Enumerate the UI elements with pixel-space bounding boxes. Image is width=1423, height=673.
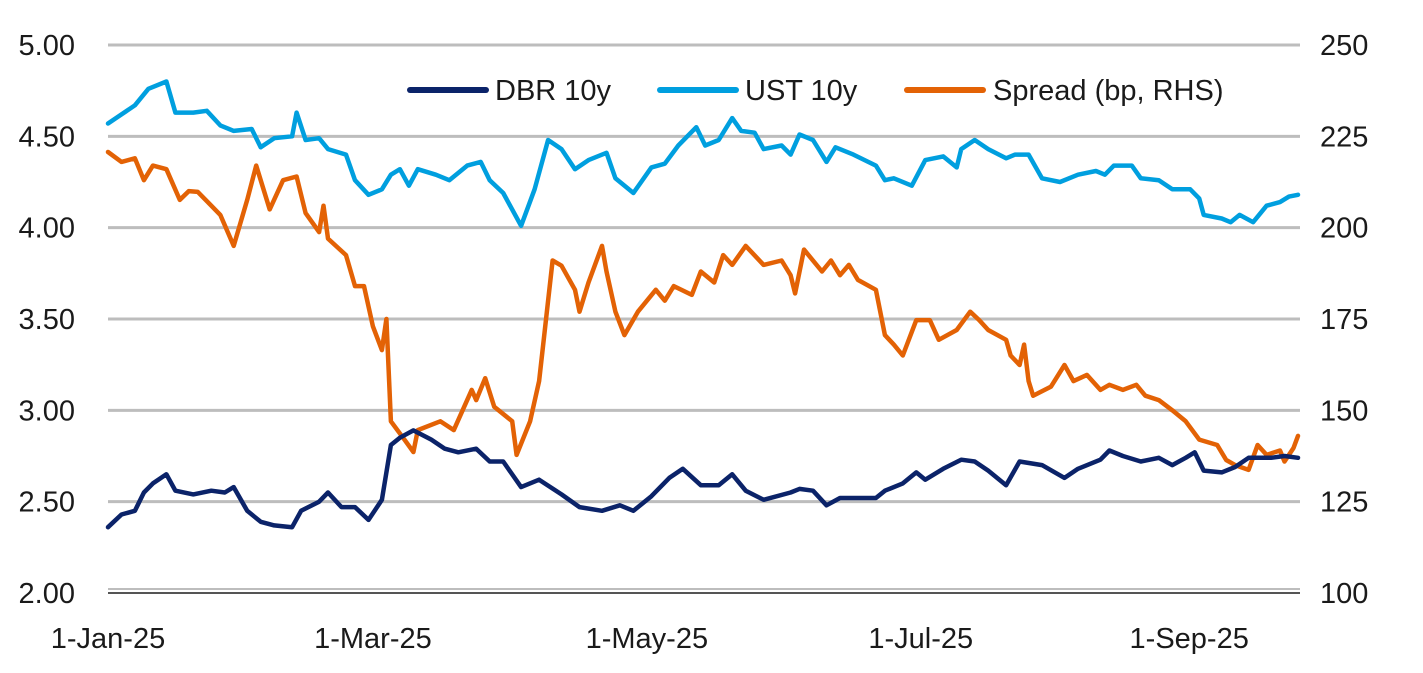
y2-tick-label: 175 — [1320, 304, 1368, 336]
series-line-spread — [105, 149, 1301, 473]
legend: DBR 10y UST 10y Spread (bp, RHS) — [407, 75, 1224, 107]
y-tick-label: 2.00 — [19, 578, 75, 610]
y-tick-label: 3.50 — [19, 304, 75, 336]
y2-tick-label: 225 — [1320, 121, 1368, 153]
y2-tick-label: 100 — [1320, 578, 1368, 610]
legend-label: Spread (bp, RHS) — [993, 75, 1224, 107]
y-tick-label: 4.00 — [19, 213, 75, 245]
y2-tick-label: 150 — [1320, 395, 1368, 427]
y-tick-label: 5.00 — [19, 30, 75, 62]
x-tick-label: 1-Sep-25 — [1130, 623, 1249, 655]
y2-tick-label: 125 — [1320, 487, 1368, 519]
series-line-dbr — [105, 428, 1301, 530]
left-axis-ticks: 2.00 2.50 3.00 3.50 4.00 4.50 5.00 — [19, 30, 75, 610]
y2-tick-label: 250 — [1320, 30, 1368, 62]
series-lines — [105, 79, 1301, 530]
x-tick-label: 1-Jan-25 — [51, 623, 165, 655]
y2-tick-label: 200 — [1320, 213, 1368, 245]
right-axis-ticks: 100 125 150 175 200 225 250 — [1320, 30, 1368, 610]
y-tick-label: 2.50 — [19, 487, 75, 519]
y-tick-label: 3.00 — [19, 395, 75, 427]
x-tick-label: 1-Mar-25 — [314, 623, 432, 655]
legend-label: DBR 10y — [495, 75, 612, 107]
series-line-ust — [105, 79, 1301, 229]
legend-label: UST 10y — [745, 75, 858, 107]
x-tick-label: 1-May-25 — [586, 623, 709, 655]
gridlines — [108, 43, 1300, 594]
x-axis-ticks: 1-Jan-25 1-Mar-25 1-May-25 1-Jul-25 1-Sep-25 — [51, 623, 1249, 655]
x-tick-label: 1-Jul-25 — [868, 623, 973, 655]
y-tick-label: 4.50 — [19, 121, 75, 153]
